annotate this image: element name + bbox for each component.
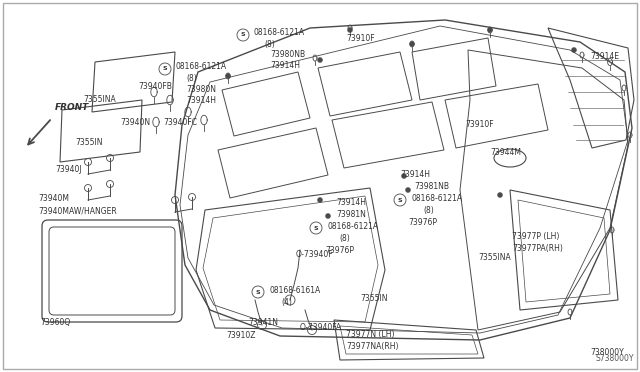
Text: 73977N (LH): 73977N (LH) [346,330,394,339]
Text: S: S [163,67,167,71]
Text: 08168-6121A: 08168-6121A [328,222,379,231]
Text: 73960Q: 73960Q [40,318,70,327]
Circle shape [348,28,353,32]
Text: 7355INA: 7355INA [83,95,116,104]
Text: O-73940F: O-73940F [296,250,333,259]
Text: 73914H: 73914H [270,61,300,70]
Text: 73977P (LH): 73977P (LH) [512,232,559,241]
Circle shape [225,74,230,78]
Text: 08168-6121A: 08168-6121A [253,28,304,37]
Circle shape [497,192,502,198]
Text: 73940N: 73940N [120,118,150,127]
Text: 73980NB: 73980NB [270,50,305,59]
Text: 73914E: 73914E [590,52,619,61]
Text: 73940MAW/HANGER: 73940MAW/HANGER [38,206,116,215]
Text: S: S [241,32,245,38]
Text: 7355IN: 7355IN [360,294,387,303]
Circle shape [488,28,493,32]
Text: S: S [256,289,260,295]
Circle shape [406,187,410,192]
Text: 73976P: 73976P [408,218,437,227]
Circle shape [401,173,406,179]
Text: 73940FC: 73940FC [163,118,197,127]
Text: 7355INA: 7355INA [478,253,511,262]
Text: 73910Z: 73910Z [226,331,255,340]
Text: 73977PA(RH): 73977PA(RH) [512,244,563,253]
Text: O-73940FA: O-73940FA [300,323,342,332]
Text: 73981NB: 73981NB [414,182,449,191]
Circle shape [317,58,323,62]
Text: 08168-6121A: 08168-6121A [412,194,463,203]
Text: 73977NA(RH): 73977NA(RH) [346,342,399,351]
Text: 73980N: 73980N [186,85,216,94]
Text: 73940M: 73940M [38,194,69,203]
Text: 73981N: 73981N [336,210,366,219]
Circle shape [326,214,330,218]
Text: (8): (8) [423,206,434,215]
Text: 73914H: 73914H [336,198,366,207]
Circle shape [317,198,323,202]
Text: 73944M: 73944M [490,148,521,157]
Text: 73910F: 73910F [346,34,374,43]
Text: 73976P: 73976P [325,246,354,255]
Text: (4): (4) [281,298,292,307]
Text: 738000Y: 738000Y [590,348,624,357]
Text: 7355IN: 7355IN [75,138,102,147]
Text: (8): (8) [186,74,196,83]
Text: 73910F: 73910F [465,120,493,129]
Text: 73940J: 73940J [55,165,82,174]
Text: 73941N: 73941N [248,318,278,327]
Text: 08168-6121A: 08168-6121A [175,62,226,71]
Text: S: S [397,198,403,202]
Text: 08168-6161A: 08168-6161A [270,286,321,295]
Text: (8): (8) [339,234,349,243]
Circle shape [410,42,415,46]
Text: FRONT: FRONT [55,103,89,112]
Text: 73914H: 73914H [400,170,430,179]
Text: 73940FB: 73940FB [138,82,172,91]
Text: S: S [314,225,318,231]
Text: S738000Y: S738000Y [596,354,634,363]
Text: 73914H: 73914H [186,96,216,105]
Circle shape [572,48,577,52]
Text: (8): (8) [264,40,275,49]
